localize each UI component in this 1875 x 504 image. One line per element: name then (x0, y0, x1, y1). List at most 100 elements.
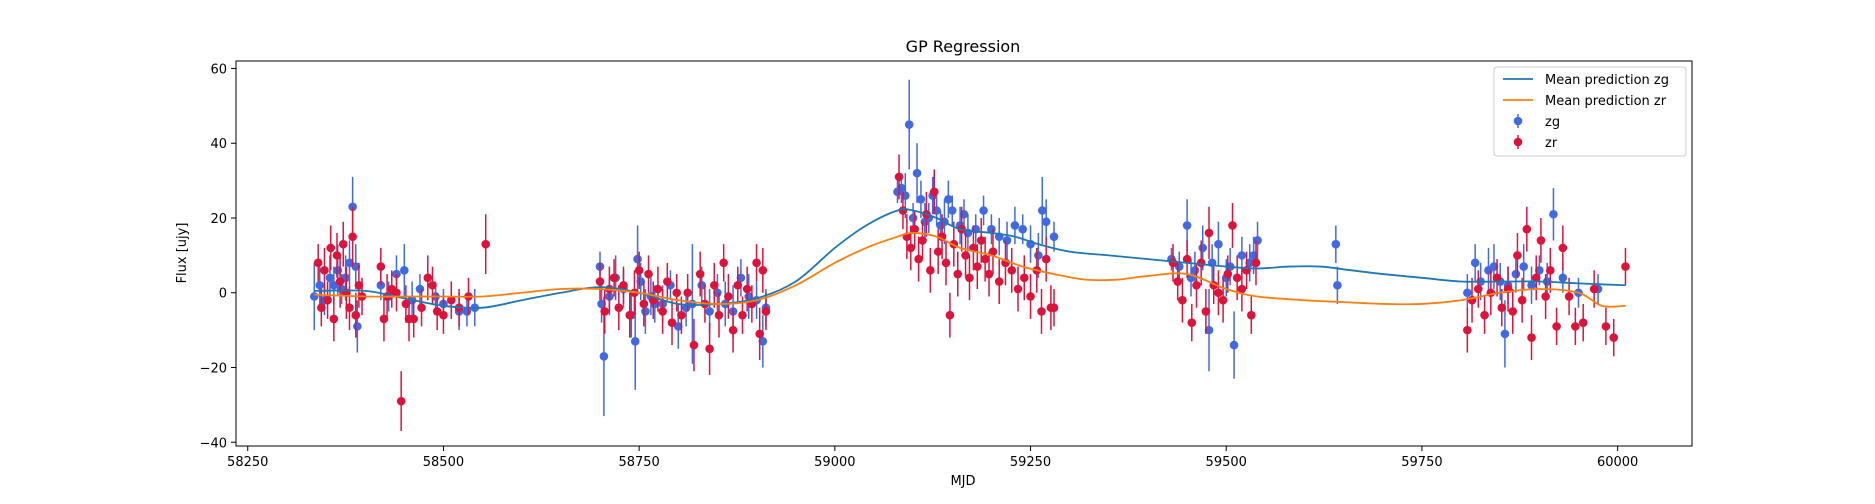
point-zg-31 (633, 254, 642, 264)
point-zg-99 (1463, 288, 1472, 298)
point-zr-39 (625, 310, 635, 320)
point-zg-0 (309, 292, 319, 301)
point-zr-127 (1480, 310, 1489, 320)
point-zg-30 (630, 337, 640, 346)
point-zg-83 (1182, 221, 1192, 230)
point-zr-99 (1026, 292, 1035, 301)
point-zr-102 (1041, 254, 1051, 264)
point-zg-77 (1034, 251, 1043, 260)
point-zg-4 (329, 280, 339, 290)
point-zr-112 (1201, 307, 1211, 316)
point-zg-100 (1470, 258, 1480, 268)
point-zg-107 (1511, 269, 1521, 279)
point-zr-56 (709, 280, 719, 290)
point-zr-139 (1541, 292, 1550, 301)
x-tick-label-0: 58250 (227, 455, 268, 470)
point-zg-42 (705, 307, 714, 316)
point-zr-37 (614, 303, 624, 312)
point-zr-2 (320, 266, 329, 275)
y-tick-label-4: 40 (210, 137, 227, 152)
point-zr-145 (1578, 318, 1588, 327)
x-tick-label-1: 58500 (423, 455, 464, 470)
point-zr-94 (994, 277, 1004, 286)
point-zg-49 (758, 337, 768, 346)
point-zr-46 (658, 307, 667, 316)
point-zr-135 (1522, 224, 1532, 234)
point-zr-87 (965, 273, 974, 283)
point-zr-36 (609, 273, 619, 283)
point-zr-92 (984, 269, 994, 279)
point-zr-4 (326, 243, 336, 253)
x-tick-label-3: 59000 (814, 455, 855, 470)
point-zr-38 (619, 280, 628, 290)
point-zr-41 (634, 266, 644, 275)
point-zr-49 (672, 288, 682, 298)
point-zr-69 (894, 172, 904, 182)
x-tick-label-7: 60000 (1597, 455, 1638, 470)
point-zg-10 (351, 262, 361, 271)
point-zr-108 (1182, 254, 1192, 264)
point-zr-78 (929, 187, 939, 197)
point-zr-65 (752, 258, 761, 268)
point-zr-3 (323, 295, 332, 305)
point-zr-109 (1187, 318, 1197, 327)
point-zg-57 (916, 195, 926, 204)
point-zr-107 (1178, 295, 1187, 305)
point-zr-138 (1536, 236, 1546, 245)
point-zr-43 (644, 269, 653, 279)
point-zr-74 (914, 254, 923, 264)
point-zr-28 (439, 310, 448, 320)
point-zg-86 (1198, 243, 1208, 253)
point-zr-141 (1552, 322, 1561, 331)
point-zr-29 (446, 295, 456, 305)
point-zr-6 (332, 251, 342, 260)
point-zg-85 (1190, 266, 1200, 275)
point-zr-60 (728, 325, 738, 335)
line-mean-prediction-zr (314, 232, 1626, 308)
point-zr-27 (432, 307, 442, 316)
point-zg-79 (1041, 217, 1051, 227)
point-zg-55 (908, 213, 918, 223)
point-zg-96 (1253, 236, 1262, 245)
point-zg-109 (1527, 280, 1536, 290)
legend-box (1493, 66, 1687, 157)
point-zr-81 (941, 258, 951, 268)
point-zg-65 (947, 206, 957, 215)
point-zr-47 (663, 277, 672, 286)
legend-label-1: Mean prediction zr (1545, 94, 1667, 109)
point-zr-101 (1037, 307, 1046, 316)
point-zr-0 (313, 258, 323, 268)
point-zr-68 (761, 307, 771, 316)
point-zr-61 (733, 280, 743, 290)
point-zr-93 (988, 247, 998, 256)
point-zr-123 (1251, 258, 1261, 268)
point-zr-97 (1013, 284, 1023, 294)
point-zg-15 (400, 266, 409, 275)
point-zr-13 (354, 280, 364, 290)
point-zr-134 (1517, 295, 1527, 305)
point-zr-33 (595, 277, 605, 286)
point-zr-26 (428, 280, 437, 290)
point-zr-11 (348, 232, 357, 241)
point-zg-64 (944, 195, 953, 204)
point-zr-7 (335, 277, 345, 286)
point-zr-111 (1196, 258, 1206, 268)
y-tick-label-1: −20 (200, 362, 227, 377)
point-zr-137 (1531, 273, 1541, 283)
x-tick-label-6: 59750 (1401, 455, 1442, 470)
point-zr-82 (945, 310, 955, 320)
point-zg-92 (1229, 340, 1239, 350)
point-zr-116 (1218, 295, 1228, 305)
point-zr-119 (1232, 273, 1242, 283)
point-zr-118 (1228, 221, 1237, 230)
series-zg (309, 79, 1603, 417)
x-tick-label-5: 59500 (1206, 455, 1247, 470)
point-zg-103 (1489, 262, 1499, 271)
point-zr-133 (1513, 251, 1522, 260)
point-zg-73 (1002, 236, 1012, 245)
point-zr-16 (379, 314, 389, 324)
point-zr-23 (409, 314, 418, 324)
plot-area (309, 79, 1630, 432)
point-zr-130 (1497, 303, 1507, 312)
